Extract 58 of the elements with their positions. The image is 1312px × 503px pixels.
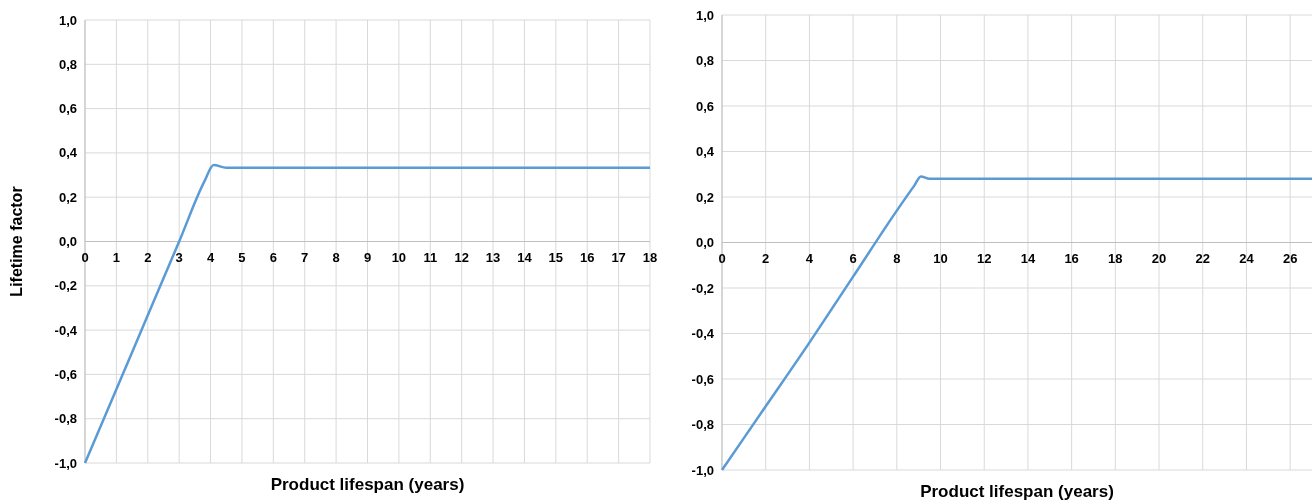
y-tick-label: 1,0 xyxy=(695,7,714,23)
y-tick-label: 0,8 xyxy=(58,56,77,72)
x-tick-label: 12 xyxy=(976,250,992,266)
y-tick-label: -0,8 xyxy=(54,411,77,427)
x-tick-label: 10 xyxy=(391,249,407,265)
y-tick-label: 0,6 xyxy=(58,101,77,117)
x-tick-label: 10 xyxy=(933,250,948,266)
x-tick-label: 14 xyxy=(1020,250,1036,266)
y-tick-label: 0,2 xyxy=(58,189,77,205)
x-tick-label: 14 xyxy=(517,249,533,265)
y-axis-title: Lifetime factor xyxy=(8,186,25,297)
y-tick-label: -0,6 xyxy=(691,371,714,387)
x-tick-label: 17 xyxy=(611,249,626,265)
x-tick-label: 6 xyxy=(269,249,277,265)
x-tick-label: 4 xyxy=(805,250,814,266)
x-tick-label: 8 xyxy=(332,249,340,265)
x-tick-label: 4 xyxy=(206,249,215,265)
y-tick-label: 0,4 xyxy=(695,144,715,160)
x-tick-label: 16 xyxy=(1064,250,1079,266)
x-tick-label: 18 xyxy=(1108,250,1123,266)
x-tick-label: 2 xyxy=(762,250,770,266)
x-axis-title: Product lifespan (years) xyxy=(920,482,1114,501)
y-tick-label: 0,8 xyxy=(695,53,714,69)
x-tick-label: 22 xyxy=(1195,250,1210,266)
y-tick-label: -0,8 xyxy=(691,417,714,433)
x-tick-label: 2 xyxy=(144,249,152,265)
x-tick-label: 11 xyxy=(423,249,438,265)
y-tick-label: -0,4 xyxy=(54,322,78,338)
x-tick-label: 5 xyxy=(238,249,246,265)
y-tick-label: 0,0 xyxy=(58,234,77,250)
x-tick-label: 1 xyxy=(112,249,121,265)
y-tick-label: 0,4 xyxy=(58,145,78,161)
y-tick-label: -0,6 xyxy=(54,366,77,382)
y-tick-label: 0,0 xyxy=(695,235,714,251)
y-tick-label: -1,0 xyxy=(54,455,77,471)
x-tick-label: 6 xyxy=(849,250,857,266)
x-tick-label: 3 xyxy=(175,249,183,265)
y-tick-label: -0,2 xyxy=(691,280,714,296)
x-tick-label: 26 xyxy=(1282,250,1298,266)
x-tick-label: 24 xyxy=(1239,250,1255,266)
x-tick-label: 20 xyxy=(1151,250,1167,266)
x-tick-label: 0 xyxy=(718,250,726,266)
y-tick-label: 1,0 xyxy=(58,12,77,28)
x-tick-label: 16 xyxy=(579,249,595,265)
x-tick-label: 9 xyxy=(363,249,372,265)
x-tick-label: 13 xyxy=(485,249,501,265)
x-tick-label: 18 xyxy=(642,249,658,265)
y-tick-label: -0,2 xyxy=(54,278,77,294)
y-tick-label: -1,0 xyxy=(691,462,714,478)
x-tick-label: 0 xyxy=(81,249,89,265)
x-tick-label: 7 xyxy=(301,249,309,265)
x-tick-label: 15 xyxy=(548,249,564,265)
y-tick-label: 0,6 xyxy=(695,98,714,114)
x-axis-title: Product lifespan (years) xyxy=(270,475,465,494)
x-tick-label: 8 xyxy=(893,250,901,266)
y-tick-label: 0,2 xyxy=(695,189,714,205)
x-tick-label: 12 xyxy=(454,249,469,265)
y-tick-label: -0,4 xyxy=(691,326,715,342)
